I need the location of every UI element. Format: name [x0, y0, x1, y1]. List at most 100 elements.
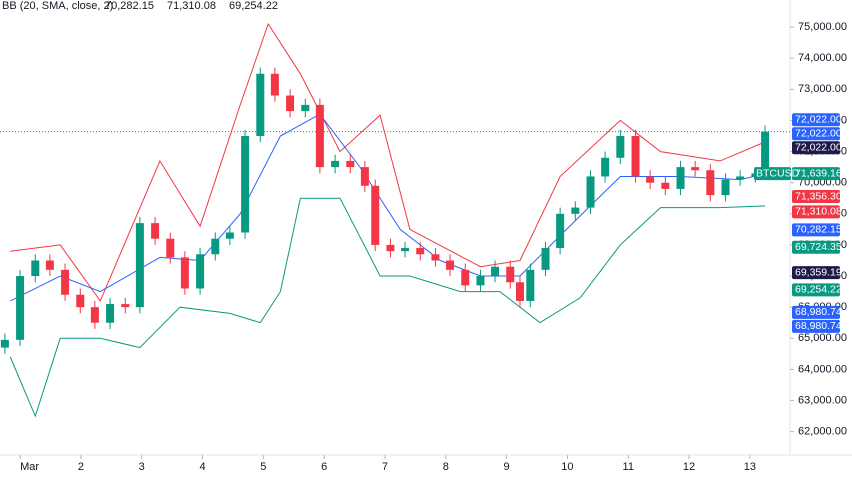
price-tag-label: 72,022.00	[795, 128, 842, 140]
candle-body	[241, 136, 250, 233]
candle-body	[371, 185, 380, 245]
price-tag	[792, 240, 840, 254]
candle-body	[541, 248, 550, 270]
price-tag	[792, 283, 840, 297]
candle-body	[506, 266, 515, 283]
candle-body	[736, 176, 745, 180]
candle-body	[676, 167, 685, 189]
candle-body	[31, 260, 40, 277]
band-line	[10, 22, 766, 302]
x-tick-label: 5	[260, 461, 266, 473]
candle-body	[211, 238, 220, 255]
candle-body	[661, 182, 670, 189]
price-tag	[792, 305, 840, 319]
price-tag	[792, 167, 840, 181]
candle-body	[225, 232, 234, 239]
x-tick-label: 3	[139, 461, 145, 473]
indicator-value: 69,254.22	[229, 0, 278, 12]
candle-body	[386, 244, 395, 252]
indicator-values: 70,282.15 71,310.08 69,254.22	[105, 0, 278, 12]
indicator-name: BB (20, SMA, close, 2)	[2, 0, 113, 12]
candle-body	[401, 248, 410, 252]
y-tick-label: 75,000.00	[798, 21, 847, 33]
candle-body	[180, 257, 189, 289]
price-tag	[792, 189, 840, 203]
price-tag	[792, 319, 840, 333]
candle-body	[431, 254, 440, 261]
price-tag	[792, 141, 840, 155]
candle-body	[601, 157, 610, 177]
price-tag-label: 70,282.15	[795, 224, 842, 236]
candle-body	[45, 260, 54, 270]
candle-body	[616, 136, 625, 158]
price-tag	[792, 127, 840, 141]
x-tick-label: 13	[744, 461, 756, 473]
x-tick-label: 12	[683, 461, 695, 473]
price-tag	[792, 223, 840, 237]
candle-body	[346, 160, 355, 168]
price-tag-label: 71,356.30	[795, 190, 842, 202]
price-tag-label: 71,639.16	[795, 167, 842, 179]
price-tag	[792, 266, 840, 280]
band-line	[9, 197, 766, 418]
price-tag-label: 72,022.00	[795, 114, 842, 126]
price-tag-label: 71,310.08	[795, 206, 842, 218]
candle-body	[135, 223, 144, 308]
candle-body	[556, 213, 565, 249]
x-tick-label: 7	[382, 461, 388, 473]
candle-body	[416, 248, 425, 255]
price-tag-label: 69,359.19	[795, 266, 842, 278]
candle-body	[196, 254, 205, 289]
candle-body	[706, 170, 715, 196]
band-line	[10, 113, 766, 302]
price-tag-label: 69,724.35	[795, 241, 842, 253]
candle-body	[515, 282, 524, 301]
candle-body	[76, 294, 85, 308]
candle-body	[61, 269, 70, 295]
candle-body	[121, 304, 130, 308]
symbol-label: BTCUSD	[756, 167, 800, 179]
candle-body	[691, 167, 700, 171]
candle-body	[90, 307, 99, 323]
candle-body	[571, 207, 580, 214]
x-tick-label: 9	[504, 461, 510, 473]
candle-body	[270, 73, 279, 96]
candle-body	[586, 176, 595, 208]
candle-body	[646, 176, 655, 183]
x-tick-label: 4	[199, 461, 205, 473]
candle-body	[286, 95, 295, 112]
y-tick-label: 65,000.00	[798, 332, 847, 344]
candle-body	[0, 339, 9, 348]
y-tick-label: 73,000.00	[798, 83, 847, 95]
y-tick-label: 74,000.00	[798, 52, 847, 64]
symbol-tag	[754, 167, 791, 181]
candle-body	[331, 160, 340, 168]
candle-body	[631, 136, 640, 177]
price-tag-label: 68,980.74	[795, 306, 842, 318]
candle-body	[166, 238, 175, 258]
y-tick-label: 62,000.00	[798, 426, 847, 438]
candle-body	[461, 269, 470, 286]
candle-body	[360, 167, 369, 186]
x-tick-label: Mar	[20, 461, 39, 473]
candle-body	[106, 304, 115, 323]
candle-body	[721, 179, 730, 196]
y-tick-label: 64,000.00	[798, 363, 847, 375]
candle-body	[256, 73, 265, 137]
indicator-value: 70,282.15	[105, 0, 154, 12]
candle-body	[315, 104, 324, 168]
candle-body	[476, 276, 485, 286]
y-tick-label: 63,000.00	[798, 394, 847, 406]
candle-body	[491, 266, 500, 277]
x-tick-label: 11	[623, 461, 634, 473]
candle-body	[16, 276, 25, 340]
candle-body	[761, 131, 770, 174]
candle-body	[446, 260, 455, 270]
price-tag	[792, 205, 840, 219]
price-tag-label: 69,254.22	[795, 284, 842, 296]
candle-body	[301, 104, 310, 112]
price-tag-label: 68,980.74	[795, 320, 842, 332]
price-tag	[792, 113, 840, 127]
x-tick-label: 10	[561, 461, 573, 473]
